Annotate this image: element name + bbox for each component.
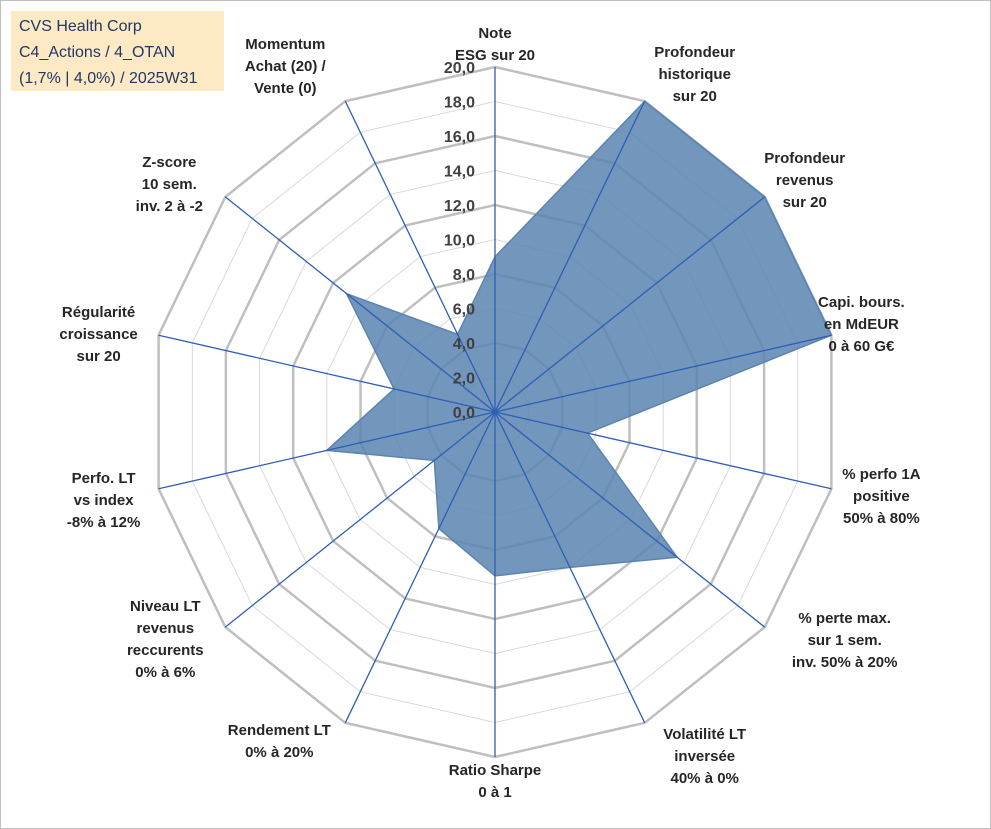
axis-label: Volatilité LT inversée 40% à 0%: [663, 726, 746, 787]
axis-label-line: Z-score: [142, 154, 196, 171]
radial-tick-label: 10,0: [444, 233, 475, 250]
axis-spoke: [494, 100, 646, 413]
axis-label: Momentum Achat (20) / Vente (0): [245, 36, 327, 97]
axis-spoke: [158, 411, 496, 490]
axis-label: Note ESG sur 20: [455, 25, 535, 64]
title-category: C4_Actions / 4_OTAN: [19, 44, 176, 61]
axis-spoke: [224, 196, 496, 413]
axis-label-line: inversée: [674, 748, 735, 765]
axis-spoke: [494, 196, 766, 413]
axis-label-line: Régularité: [62, 304, 135, 321]
axis-label-line: % perfo 1A: [842, 466, 921, 483]
axis-label-line: 0% à 20%: [245, 744, 313, 761]
axis-label-line: Capi. bours.: [818, 294, 905, 311]
axis-spoke: [494, 411, 766, 628]
axis-label-line: revenus: [776, 172, 834, 189]
axis-label-line: Niveau LT: [130, 598, 201, 615]
axis-spoke: [494, 411, 832, 490]
axis-label-line: Volatilité LT: [663, 726, 746, 743]
axis-label-line: 0 à 1: [478, 784, 511, 801]
axis-label-line: Profondeur: [764, 150, 845, 167]
axis-label-line: 10 sem.: [142, 176, 197, 193]
axis-label: Régularité croissance sur 20: [59, 304, 137, 365]
radial-tick-label: 20,0: [444, 60, 475, 77]
axis-label-line: 0% à 6%: [135, 664, 195, 681]
radial-tick-label: 0,0: [453, 405, 475, 422]
axis-label: Profondeur historique sur 20: [654, 44, 735, 105]
radial-tick-label: 18,0: [444, 95, 475, 112]
axis-label-line: positive: [853, 488, 910, 505]
axis-label: Perfo. LT vs index -8% à 12%: [67, 470, 140, 531]
axis-label: Capi. bours. en MdEUR 0 à 60 G€: [818, 294, 905, 355]
axis-label: Niveau LT revenus reccurents 0% à 6%: [127, 598, 204, 681]
axis-label-line: sur 20: [76, 348, 120, 365]
axis-label-line: reccurents: [127, 642, 204, 659]
axis-label-line: Rendement LT: [228, 722, 331, 739]
axis-label-line: -8% à 12%: [67, 514, 140, 531]
axis-label-line: 0 à 60 G€: [828, 338, 895, 355]
radial-tick-label: 12,0: [444, 198, 475, 215]
axis-spoke: [224, 411, 496, 628]
axis-spoke: [158, 334, 496, 413]
axis-label: Profondeur revenus sur 20: [764, 150, 845, 211]
axis-label-line: en MdEUR: [824, 316, 899, 333]
axis-spoke: [494, 411, 646, 724]
chart-title-box: CVS Health Corp C4_Actions / 4_OTAN (1,7…: [11, 11, 224, 91]
title-company: CVS Health Corp: [19, 18, 142, 35]
axis-label-line: Profondeur: [654, 44, 735, 61]
radial-tick-label: 8,0: [453, 267, 475, 284]
axis-label-line: revenus: [137, 620, 195, 637]
axis-label-line: sur 1 sem.: [808, 632, 882, 649]
axis-label: Ratio Sharpe 0 à 1: [449, 762, 542, 801]
axis-label-line: ESG sur 20: [455, 47, 535, 64]
axis-label-line: 50% à 80%: [843, 510, 920, 527]
axis-label-line: Note: [478, 25, 511, 42]
axis-label-line: 40% à 0%: [671, 770, 739, 787]
axis-label-line: croissance: [59, 326, 137, 343]
axis-label-line: sur 20: [673, 88, 717, 105]
radial-tick-label: 2,0: [453, 371, 475, 388]
axis-label: % perfo 1A positive 50% à 80%: [842, 466, 921, 527]
radial-tick-label: 6,0: [453, 302, 475, 319]
axis-label-line: sur 20: [783, 194, 827, 211]
radial-tick-label: 16,0: [444, 129, 475, 146]
radial-tick-label: 14,0: [444, 164, 475, 181]
axis-spoke: [344, 100, 496, 413]
axis-label-line: inv. 2 à -2: [136, 198, 203, 215]
axis-label-line: vs index: [74, 492, 135, 509]
axis-label-line: % perte max.: [798, 610, 891, 627]
axis-label: Z-score 10 sem. inv. 2 à -2: [136, 154, 203, 215]
radial-tick-label: 4,0: [453, 336, 475, 353]
title-period: (1,7% | 4,0%) / 2025W31: [19, 70, 198, 87]
axis-label: % perte max. sur 1 sem. inv. 50% à 20%: [792, 610, 898, 671]
axis-spoke: [344, 411, 496, 724]
axis-label: Rendement LT 0% à 20%: [228, 722, 331, 761]
axis-label-line: inv. 50% à 20%: [792, 654, 898, 671]
axis-spoke: [494, 334, 832, 413]
axis-label-line: historique: [658, 66, 731, 83]
axis-label-line: Achat (20) /: [245, 58, 327, 75]
axis-label-line: Vente (0): [254, 80, 317, 97]
axis-label-line: Momentum: [245, 36, 325, 53]
axis-label-line: Ratio Sharpe: [449, 762, 542, 779]
axis-label-line: Perfo. LT: [72, 470, 136, 487]
